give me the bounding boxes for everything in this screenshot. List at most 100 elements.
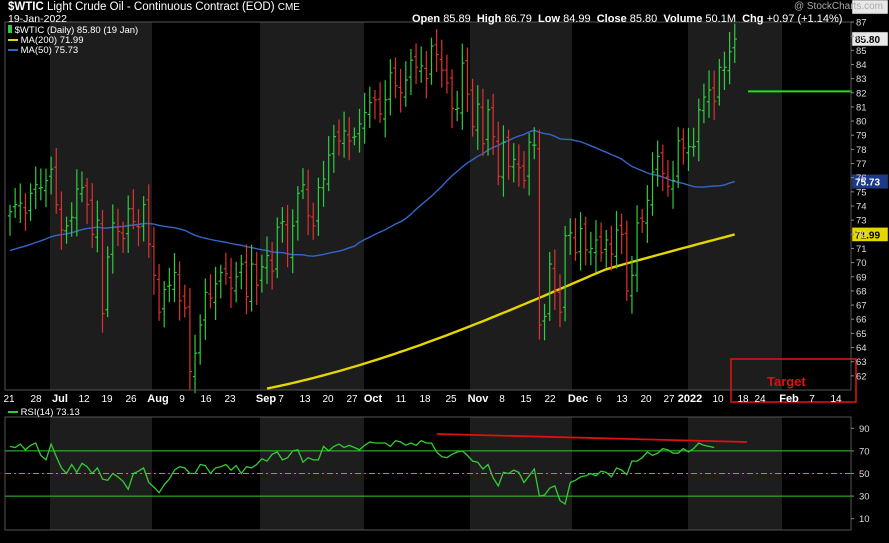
price-axis-label: 84 [856,60,867,71]
price-axis-label: 80 [856,117,867,128]
ohlc-bar [403,61,408,107]
ohlc-bar [526,132,532,196]
ohlc-bar [18,183,23,224]
ohlc-bar [33,166,38,210]
ohlc-summary: Open 85.89 High 86.79 Low 84.99 Close 85… [412,13,843,25]
ohlc-bar [367,86,372,128]
x-axis-label: 12 [78,394,90,405]
ohlc-bar [285,204,290,268]
ohlc-bar [182,284,187,318]
x-axis-label: 23 [224,394,236,405]
ohlc-bar [331,124,337,173]
ohlc-bar [172,253,177,303]
ohlc-bar [413,43,419,85]
ohlc-bar [74,169,80,237]
symbol: $WTIC [8,1,44,13]
rsi-axis-label: 30 [859,492,870,503]
ohlc-bar [573,218,578,261]
price-axis-label: 79 [856,131,867,142]
ohlc-bar [300,168,306,200]
x-axis-label: 18 [419,394,431,405]
ohlc-bar [177,261,182,321]
ohlc-bar [90,183,95,249]
ohlc-bar [100,209,105,333]
ohlc-bar [295,186,301,241]
rsi-axis-label: 90 [859,424,870,435]
ohlc-bar [660,144,665,192]
x-axis-label: 13 [616,394,628,405]
ohlc-bar [506,129,511,180]
x-axis-label: 10 [712,394,724,405]
ohlc-bar [439,39,444,88]
ohlc-bar [311,202,316,240]
ohlc-bar [717,58,722,106]
legend-ma200-swatch [8,39,18,42]
ohlc-bar [562,225,568,322]
ohlc-bar [629,255,635,314]
ohlc-bar [321,160,326,207]
ohlc-bar [655,140,660,187]
ohlc-bar [470,78,475,137]
ma200-badge: 71.99 [855,230,880,241]
ohlc-bar [701,83,707,124]
ohlc-bar [670,160,676,209]
ohlc-bar [64,216,69,244]
price-axis-label: 78 [856,145,867,156]
legend-ma200: MA(200) 71.99 [8,35,83,46]
ohlc-bar [233,261,239,303]
ohlc-bar [691,127,696,157]
x-axis-label: 20 [640,394,652,405]
price-axis-label: 81 [856,102,867,113]
x-axis-label: 7 [278,394,284,405]
ohlc-bar [341,111,347,158]
header-symbol-line: $WTIC Light Crude Oil - Continuous Contr… [8,1,300,13]
ohlc-bar [264,236,270,285]
ohlc-bar [275,217,280,279]
x-axis-label: 21 [3,394,15,405]
ohlc-bar [316,177,321,236]
ohlc-bar [465,47,470,113]
ohlc-bar [187,288,193,390]
ma50-badge-bg [851,174,889,189]
month-band [688,22,782,390]
price-axis-label: 75 [856,187,867,198]
low-value: 84.99 [563,13,591,25]
legend-price: $WTIC (Daily) 85.80 (19 Jan) [8,25,138,36]
ohlc-bar [501,125,506,197]
price-axis-label: 73 [856,216,867,227]
x-axis-label: Sep [256,393,276,405]
instrument-name: Light Crude Oil - Continuous Contract (E… [46,1,275,13]
x-axis-label: 13 [299,394,311,405]
rsi-badge-bg [851,0,889,15]
ohlc-bar [490,93,496,156]
ohlc-bar [609,225,614,271]
ohlc-bar [475,85,480,150]
ohlc-bar [578,212,583,271]
ohlc-bar [146,184,151,258]
ohlc-bar [105,246,110,318]
ohlc-bar [192,334,198,394]
x-axis-label: Oct [364,393,383,405]
target-label: Target [767,374,806,389]
x-axis-label: Feb [779,393,799,405]
ohlc-bar [28,183,33,221]
ohlc-bar [69,202,74,237]
ma50-badge: 75.73 [855,178,880,189]
ohlc-bar [552,249,558,311]
ohlc-bar [645,185,650,243]
price-axis-label: 87 [856,18,867,29]
ohlc-bar [120,221,126,253]
ohlc-bar [362,92,367,144]
x-axis-label: 2022 [678,393,702,405]
ohlc-bar [711,70,717,120]
ohlc-bar [532,127,537,160]
month-band [470,22,572,390]
ohlc-bar [162,280,167,328]
ma200-line [266,233,736,390]
rsi-line [9,439,715,506]
price-axis-label: 76 [856,173,867,184]
ohlc-bar [537,129,542,340]
ohlc-bar [131,189,136,230]
